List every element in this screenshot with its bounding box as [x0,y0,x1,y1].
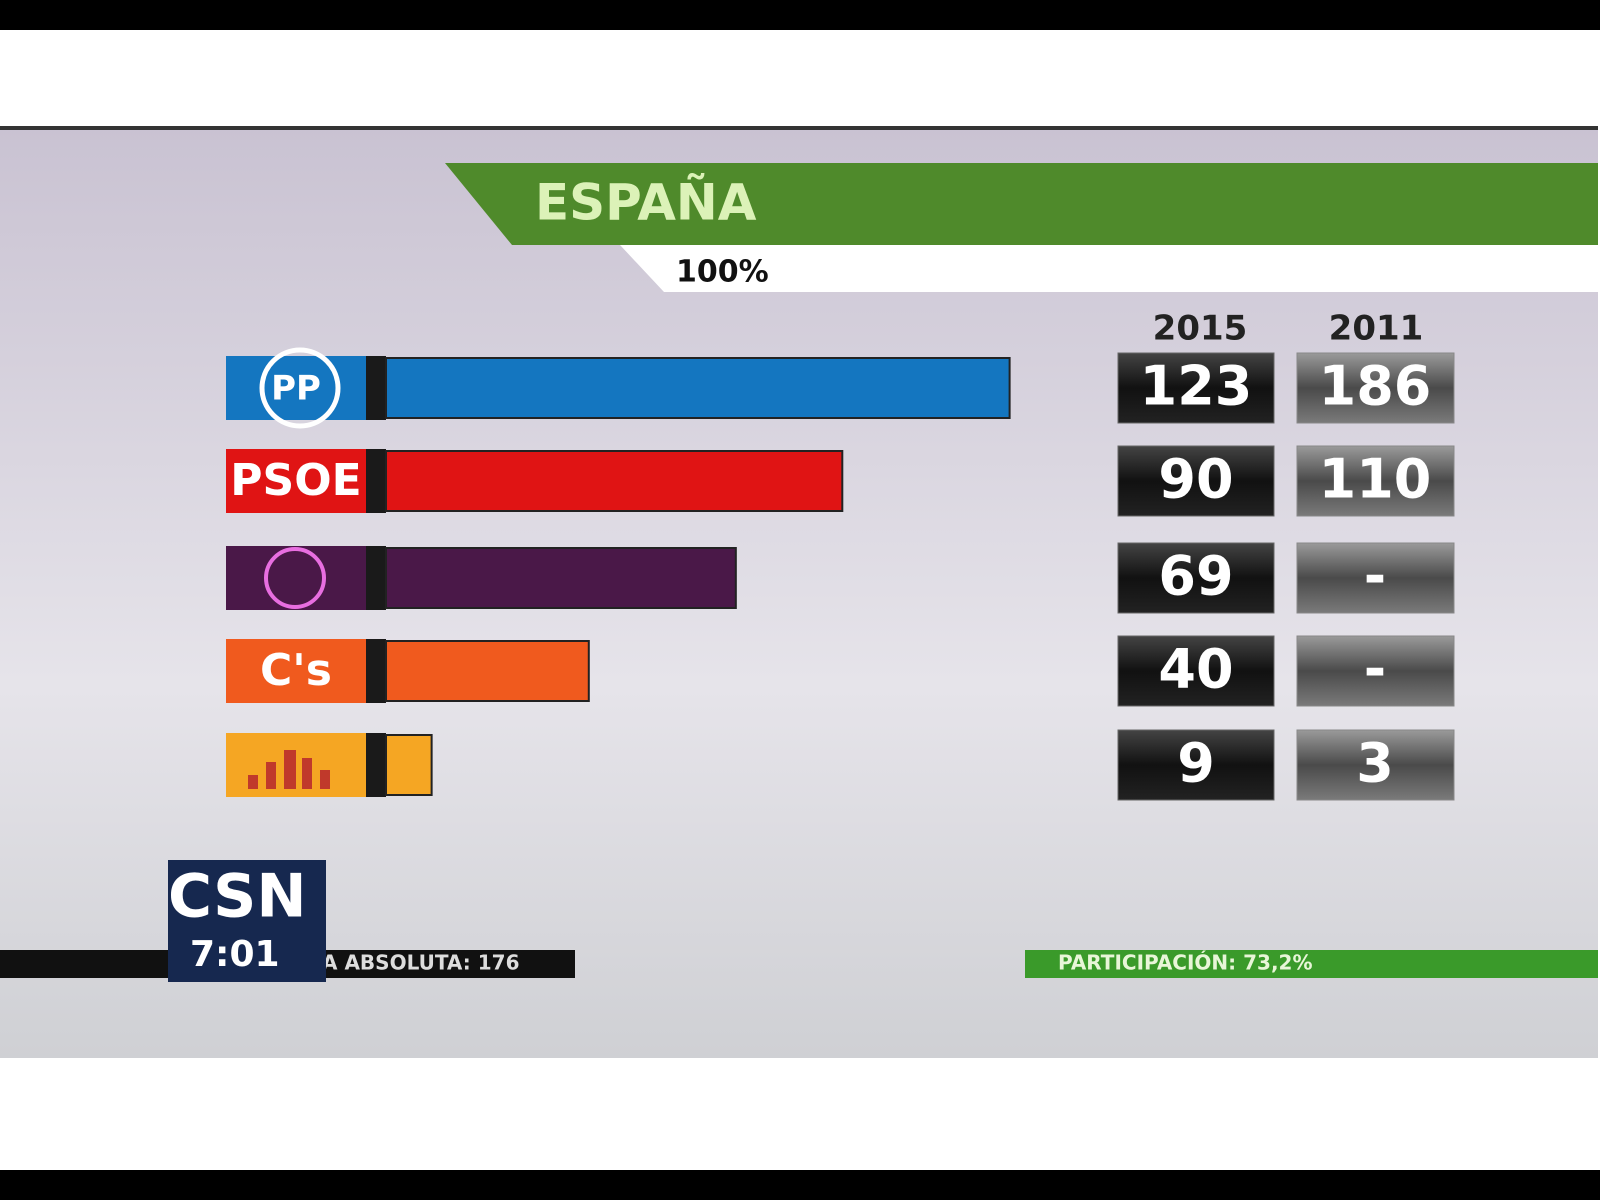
seat-box [1117,729,1275,801]
participation-text: PARTICIPACIÓN: 73,2% [1058,951,1313,975]
seats-2015: 69 [1158,545,1233,608]
bar-stub [366,449,386,513]
panel-edge [0,126,1598,130]
seats-2015: 123 [1140,355,1253,418]
party-label: PP [271,369,321,409]
seats-2011: - [1364,545,1386,608]
seat-box [1296,635,1455,707]
podemos-logo [264,547,326,609]
seat-box [1296,542,1455,614]
subtitle-strip [620,245,1598,292]
ticker-text: A ABSOLUTA: 176 [322,951,520,975]
bar-stub [366,733,386,797]
party-label: C's [260,645,332,696]
party-logo [226,356,366,420]
title-banner [445,163,1598,245]
seats-2015: 9 [1177,732,1215,795]
pp-logo-ring [259,347,341,429]
seats-2011: 3 [1356,732,1394,795]
dl-logo [248,750,330,789]
bar [385,547,737,609]
bottom-border [0,1170,1600,1200]
seat-box [1117,445,1275,517]
channel-box [168,860,326,982]
seat-box [1117,352,1275,424]
channel-logo: CSN [168,862,307,932]
seats-2011: - [1364,638,1386,701]
column-header: 2011 [1329,309,1424,349]
subtitle: 100% [676,255,769,290]
party-logo [226,639,366,703]
top-border [0,0,1600,30]
clock: 7:01 [190,934,280,975]
seat-box [1296,445,1455,517]
bar [385,450,844,512]
title: ESPAÑA [535,173,757,232]
party-label: PSOE [230,455,361,506]
column-header: 2015 [1153,309,1248,349]
party-logo [226,546,366,610]
bar [385,357,1011,419]
bar-stub [366,356,386,420]
bar [385,640,590,702]
bar-stub [366,639,386,703]
bar [385,734,433,796]
seat-box [1117,635,1275,707]
party-logo [226,449,366,513]
participation-bar [1025,950,1598,978]
seat-box [1296,352,1455,424]
seats-2015: 40 [1158,638,1233,701]
seat-box [1117,542,1275,614]
seat-box [1296,729,1455,801]
seats-2015: 90 [1158,448,1233,511]
seats-2011: 110 [1319,448,1432,511]
bar-stub [366,546,386,610]
seats-2011: 186 [1319,355,1432,418]
